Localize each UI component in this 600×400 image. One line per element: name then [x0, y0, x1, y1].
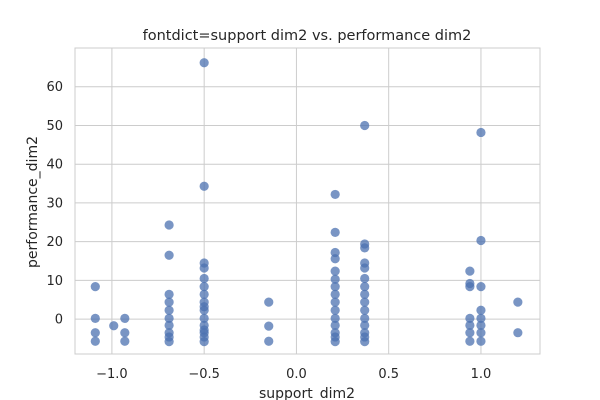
y-tick-labels: 0 10 20 30 40 50 60 [46, 80, 63, 327]
data-point [199, 58, 209, 68]
data-point [476, 336, 486, 346]
data-point [264, 297, 274, 307]
data-point [465, 328, 475, 338]
x-tick-label: −0.5 [188, 367, 220, 382]
data-point [330, 320, 340, 330]
x-tick-labels: −1.0 −0.5 0.0 0.5 1.0 [96, 367, 491, 382]
data-point [513, 297, 523, 307]
data-point [199, 289, 209, 299]
y-tick-label: 10 [46, 274, 63, 289]
data-point [109, 321, 119, 331]
y-tick-label: 0 [55, 313, 63, 328]
y-tick-label: 50 [46, 119, 63, 134]
data-point [199, 313, 209, 323]
y-tick-label: 60 [46, 80, 63, 95]
data-point [330, 274, 340, 284]
x-tick-label: −1.0 [96, 367, 128, 382]
data-point [360, 297, 370, 307]
x-axis-label: support_dim2 [259, 386, 355, 400]
data-point [330, 254, 340, 264]
data-point [465, 313, 475, 323]
data-point [164, 220, 174, 230]
data-point [330, 282, 340, 292]
data-point [90, 313, 100, 323]
data-point [120, 328, 130, 338]
data-point [120, 313, 130, 323]
data-point [199, 263, 209, 273]
data-point [513, 328, 523, 338]
y-axis-label: performance_dim2 [25, 136, 41, 268]
data-point [360, 289, 370, 299]
data-point [360, 120, 370, 131]
data-point [465, 336, 475, 346]
data-point [90, 336, 100, 346]
data-point [476, 282, 486, 292]
data-point [164, 305, 174, 315]
plot-frame [74, 47, 541, 355]
data-point [330, 313, 340, 323]
data-point [164, 297, 174, 307]
data-point [199, 273, 209, 284]
data-point [199, 282, 209, 292]
data-point [90, 328, 100, 338]
data-point [199, 337, 209, 347]
data-point [360, 282, 370, 292]
data-point [360, 263, 370, 273]
data-point [120, 336, 130, 346]
data-point [330, 189, 340, 200]
data-point [476, 235, 486, 246]
y-tick-label: 40 [46, 158, 63, 173]
scatter-points [90, 58, 523, 347]
data-point [90, 282, 100, 292]
chart-title: fontdict=support dim2 vs. performance di… [143, 28, 472, 44]
data-point [476, 127, 486, 138]
data-point [164, 337, 174, 347]
data-point [264, 336, 274, 346]
y-tick-label: 20 [46, 235, 63, 250]
data-point [465, 320, 475, 330]
data-point [199, 305, 209, 315]
data-point [476, 320, 486, 330]
data-point [164, 313, 174, 323]
data-point [360, 243, 370, 253]
data-point [164, 250, 174, 260]
data-point [164, 289, 174, 299]
data-point [330, 289, 340, 299]
data-point [360, 337, 370, 347]
data-point [360, 313, 370, 323]
data-point [360, 320, 370, 330]
x-tick-label: 0.0 [286, 367, 307, 382]
data-point [330, 305, 340, 315]
data-point [465, 266, 475, 276]
data-point [360, 273, 370, 284]
data-point [465, 282, 475, 292]
data-point [330, 337, 340, 347]
plot-area [75, 48, 540, 354]
data-point [476, 305, 486, 315]
x-tick-label: 1.0 [471, 367, 492, 382]
data-point [476, 313, 486, 323]
y-tick-label: 30 [46, 196, 63, 211]
data-point [360, 305, 370, 315]
data-point [199, 181, 209, 191]
x-tick-label: 0.5 [378, 367, 399, 382]
data-point [476, 328, 486, 338]
data-point [330, 266, 340, 276]
grid-lines [75, 48, 540, 354]
data-point [264, 321, 274, 331]
data-point [164, 320, 174, 330]
data-point [330, 297, 340, 307]
data-point [330, 227, 340, 237]
